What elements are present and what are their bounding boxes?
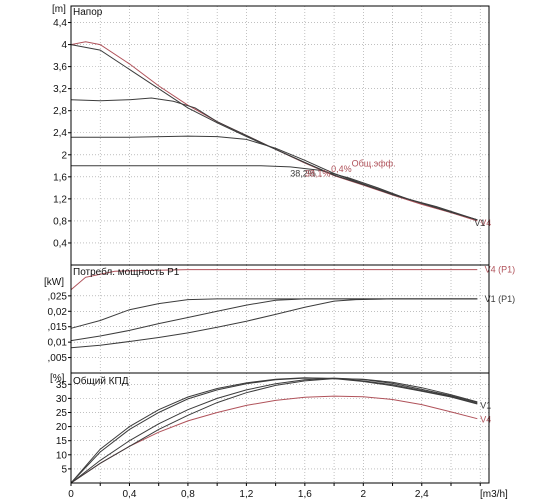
y-tick-label: 15 bbox=[56, 436, 68, 447]
efficiency-plot-frame bbox=[70, 372, 490, 484]
y-tick-label: 2,4 bbox=[53, 128, 67, 139]
curve-line bbox=[70, 298, 478, 349]
curve-line bbox=[70, 269, 478, 291]
curve-label: V1 bbox=[474, 218, 485, 228]
head-grid bbox=[71, 6, 489, 265]
y-tick-label: ,025 bbox=[48, 291, 68, 302]
x-tick-label: 0,8 bbox=[181, 489, 195, 500]
y-tick-label: 0,8 bbox=[53, 216, 67, 227]
y-tick-label: 35 bbox=[56, 380, 68, 391]
power-panel: V4 (P1) V1 (P1) ,005 0,01 ,015 0,02 ,025 [kW]… bbox=[44, 264, 516, 374]
y-tick-label: 25 bbox=[56, 408, 68, 419]
y-tick-label: 30 bbox=[56, 394, 68, 405]
curve-label: V4 (P1) bbox=[485, 265, 516, 275]
y-tick-label: 0,02 bbox=[48, 307, 68, 318]
x-axis: 0 0,4 0,8 1,2 1,6 2 2,4 bbox=[68, 483, 481, 500]
curve-line bbox=[70, 377, 478, 484]
power-panel-title: Потребл. мощность P1 bbox=[73, 266, 180, 278]
y-tick-label: 4,4 bbox=[53, 18, 67, 29]
curve-line bbox=[71, 165, 478, 221]
y-tick-label: 3,6 bbox=[53, 62, 67, 73]
y-tick-label: 2 bbox=[61, 150, 67, 161]
x-tick-label: 0 bbox=[68, 489, 74, 500]
y-tick-label: 0,4 bbox=[53, 238, 67, 249]
curve-label: V4 bbox=[480, 415, 491, 425]
head-y-unit: [m] bbox=[52, 4, 66, 15]
power-curves bbox=[70, 269, 478, 349]
efficiency-curve-labels: V1 V4 bbox=[480, 400, 491, 424]
curve-label: Общ.эфф. bbox=[352, 159, 396, 169]
x-tick-label: 1,2 bbox=[239, 489, 253, 500]
y-tick-label: 3,2 bbox=[53, 84, 67, 95]
head-y-ticks: 0,4 0,8 1,2 1,6 2 2,4 2,8 3,2 3,6 4 4,4 bbox=[53, 18, 71, 249]
y-tick-label: 10 bbox=[56, 450, 68, 461]
y-tick-label: 0,01 bbox=[48, 338, 68, 349]
curve-label: 38,1% bbox=[305, 169, 331, 179]
curve-line bbox=[70, 395, 478, 484]
curve-line bbox=[70, 377, 478, 484]
curve-line bbox=[70, 298, 478, 342]
head-panel-title: Напор bbox=[73, 7, 103, 18]
x-tick-label: 2 bbox=[361, 489, 367, 500]
y-tick-label: 4 bbox=[61, 40, 67, 51]
y-tick-label: 1,6 bbox=[53, 172, 67, 183]
curve-label: 38,2% bbox=[290, 169, 316, 179]
curve-line bbox=[70, 377, 478, 484]
y-tick-label: 20 bbox=[56, 422, 68, 433]
curve-label: V1 bbox=[480, 400, 491, 410]
efficiency-y-unit: [%] bbox=[50, 373, 65, 384]
power-grid bbox=[71, 265, 489, 373]
power-y-unit: [kW] bbox=[44, 277, 64, 288]
y-tick-label: ,015 bbox=[48, 322, 68, 333]
curve-line bbox=[71, 135, 478, 221]
curve-line bbox=[70, 378, 478, 484]
efficiency-grid bbox=[71, 373, 489, 483]
x-tick-label: 1,6 bbox=[298, 489, 312, 500]
efficiency-curves bbox=[70, 377, 478, 484]
curve-label: V4 bbox=[480, 218, 491, 228]
y-tick-label: 5 bbox=[61, 464, 67, 475]
y-tick-label: 1,2 bbox=[53, 194, 67, 205]
x-tick-label: 0,4 bbox=[123, 489, 137, 500]
power-curve-labels: V4 (P1) V1 (P1) bbox=[485, 265, 516, 304]
x-axis-unit: [m3/h] bbox=[480, 489, 508, 500]
x-tick-label: 2,4 bbox=[415, 489, 429, 500]
head-curves bbox=[70, 41, 478, 222]
y-tick-label: ,005 bbox=[48, 353, 68, 364]
efficiency-panel-title: Общий КПД bbox=[73, 375, 129, 387]
curve-label: 0,4% bbox=[331, 164, 352, 174]
curve-label: V1 (P1) bbox=[485, 294, 516, 304]
y-tick-label: 2,8 bbox=[53, 106, 67, 117]
efficiency-panel: V1 V4 5 10 15 20 25 30 35 [%] Общий КПД bbox=[50, 372, 491, 484]
